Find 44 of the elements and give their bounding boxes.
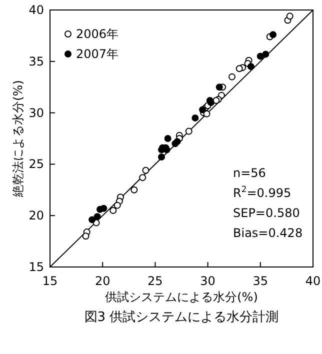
point xyxy=(216,84,223,91)
legend-label: 2007年 xyxy=(76,47,119,61)
x-tick-label: 40 xyxy=(305,274,321,288)
x-tick-label: 20 xyxy=(94,274,110,288)
y-tick-label: 15 xyxy=(28,260,44,274)
point xyxy=(94,213,101,220)
point xyxy=(247,63,254,70)
point xyxy=(164,135,172,142)
point xyxy=(207,99,214,106)
point xyxy=(82,232,90,240)
point xyxy=(110,206,117,214)
annotation: SEP=0.580 xyxy=(233,206,300,220)
y-tick-label: 25 xyxy=(28,157,44,172)
y-axis-title: 絶乾法による水分(%) xyxy=(11,80,25,198)
y-tick-label: 40 xyxy=(28,3,44,17)
point xyxy=(262,50,270,58)
point xyxy=(130,186,138,194)
x-tick-label: 25 xyxy=(148,274,163,288)
annotation: Bias=0.428 xyxy=(233,226,303,240)
point xyxy=(270,31,277,38)
y-tick-label: 35 xyxy=(28,54,44,68)
text: 図3 供試システムによる水分計測 xyxy=(84,310,279,325)
point xyxy=(88,216,96,224)
point xyxy=(114,202,121,209)
annotation: n=56 xyxy=(233,166,266,180)
point xyxy=(139,174,146,182)
x-axis-title: 供試システムによる水分(%) xyxy=(105,290,258,304)
point xyxy=(142,166,150,174)
point xyxy=(203,110,210,118)
x-tick-label: 30 xyxy=(200,274,216,288)
point xyxy=(286,12,294,20)
annotation: R$^{2}$=0.995 xyxy=(233,184,292,200)
y-tick-label: 30 xyxy=(28,106,44,120)
y-tick-label: 20 xyxy=(28,208,44,223)
legend-label: 2006年 xyxy=(76,27,119,41)
point xyxy=(199,106,206,114)
point xyxy=(185,128,192,135)
point xyxy=(158,154,166,160)
point xyxy=(192,114,199,122)
point xyxy=(236,65,243,72)
x-tick-label: 35 xyxy=(252,274,268,288)
point xyxy=(100,204,108,212)
point xyxy=(228,73,236,80)
x-tick-label: 15 xyxy=(42,274,58,288)
